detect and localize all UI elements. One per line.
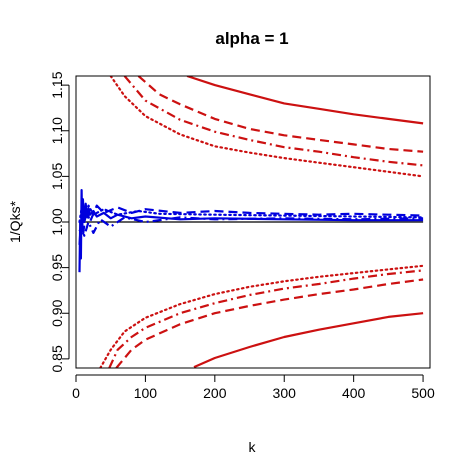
blue-dotted-series-line-12 (78, 204, 425, 224)
x-tick-label: 400 (342, 385, 366, 401)
blue-dashdot-series-line-11 (78, 216, 424, 237)
x-tick-label: 100 (134, 385, 158, 401)
y-tick-label: 0.90 (49, 299, 65, 326)
y-tick-label: 0.95 (49, 254, 65, 281)
red-dashed-series-line-5 (137, 76, 424, 153)
y-tick-label: 0.85 (49, 345, 65, 372)
x-axis-label: k (249, 439, 257, 455)
chart-title: alpha = 1 (215, 29, 288, 48)
red-dashed-series-line-1 (115, 278, 424, 368)
x-tick-label: 500 (411, 385, 435, 401)
y-tick-label: 1.05 (49, 163, 65, 190)
red-dashdot-series-line-2 (108, 269, 424, 368)
series-layer (78, 76, 425, 368)
red-dotted-series-line-3 (99, 264, 425, 368)
x-axis: 0 100 200 300 400 500 (72, 374, 435, 401)
y-tick-label: 1.10 (49, 117, 65, 144)
red-solid-series-line-4 (186, 76, 424, 125)
red-solid-series-line-0 (193, 312, 424, 368)
y-tick-label: 1.00 (49, 208, 65, 235)
plot-frame (75, 75, 431, 369)
blue-solid-series-line-9 (78, 189, 424, 273)
red-dotted-series-line-7 (109, 76, 425, 178)
x-tick-label: 0 (72, 385, 80, 401)
x-tick-label: 300 (273, 385, 297, 401)
y-tick-label: 1.15 (49, 71, 65, 98)
red-dashdot-series-line-6 (123, 76, 424, 167)
y-axis: 0.85 0.90 0.95 1.00 1.05 1.10 1.15 (49, 71, 70, 373)
y-axis-label: 1/Qks* (7, 200, 23, 243)
x-tick-label: 200 (203, 385, 227, 401)
